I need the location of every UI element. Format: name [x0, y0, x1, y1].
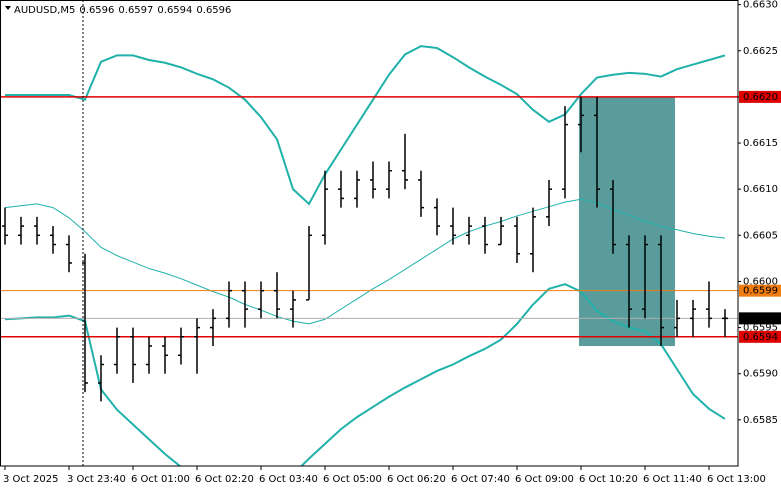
open: 0.6596 — [79, 5, 114, 16]
x-tick-label: 6 Oct 13:00 — [707, 474, 766, 485]
y-tick-label: 0.6585 — [743, 415, 778, 426]
x-tick-label: 6 Oct 09:00 — [515, 474, 574, 485]
axes: 0.6585 0.6590 0.6595 0.6600 0.6605 0.6610 0.66… — [3, 0, 781, 485]
y-tick-label: 0.6590 — [743, 369, 778, 380]
bollinger-band — [4, 283, 726, 466]
price-tag-label: 0.6599 — [743, 286, 778, 297]
y-tick-label: 0.6595 — [743, 323, 778, 334]
bollinger-band — [4, 198, 726, 325]
x-tick-label: 6 Oct 05:00 — [323, 474, 382, 485]
bollinger-band — [5, 45, 726, 206]
plot-area — [0, 45, 738, 466]
price-tag-label: 0.6620 — [743, 92, 778, 103]
symbol: AUDUSD,M5 — [14, 5, 75, 16]
y-tick-label: 0.6615 — [743, 138, 778, 149]
high: 0.6597 — [118, 5, 153, 16]
plot-border — [0, 0, 739, 467]
x-tick-label: 6 Oct 07:40 — [451, 474, 510, 485]
y-tick-label: 0.6600 — [743, 276, 778, 287]
current-price-label: 0.6596 — [743, 313, 778, 324]
x-tick-label: 6 Oct 06:20 — [387, 474, 446, 485]
low: 0.6594 — [157, 5, 192, 16]
x-tick-label: 6 Oct 03:40 — [259, 474, 318, 485]
y-tick-label: 0.6610 — [743, 184, 778, 195]
zone — [579, 96, 675, 347]
x-tick-label: 6 Oct 01:00 — [131, 474, 190, 485]
x-tick-label: 3 Oct 2025 — [3, 474, 58, 485]
x-tick-label: 6 Oct 10:20 — [579, 474, 638, 485]
y-tick-label: 0.6630 — [743, 0, 778, 11]
price-tag — [739, 90, 781, 103]
price-tag — [739, 330, 781, 343]
y-tick-label: 0.6605 — [743, 230, 778, 241]
price-tag-label: 0.6594 — [743, 332, 778, 343]
x-tick-label: 6 Oct 02:20 — [195, 474, 254, 485]
x-tick-label: 3 Oct 23:40 — [67, 474, 126, 485]
price-tag — [739, 284, 781, 297]
x-tick-label: 6 Oct 11:40 — [643, 474, 702, 485]
close: 0.6596 — [196, 5, 231, 16]
chart-header: AUDUSD,M5 0.6596 0.6597 0.6594 0.6596 — [14, 5, 231, 16]
y-tick-label: 0.6625 — [743, 46, 778, 57]
current-price-tag — [739, 312, 781, 325]
menu-arrow — [5, 6, 11, 10]
